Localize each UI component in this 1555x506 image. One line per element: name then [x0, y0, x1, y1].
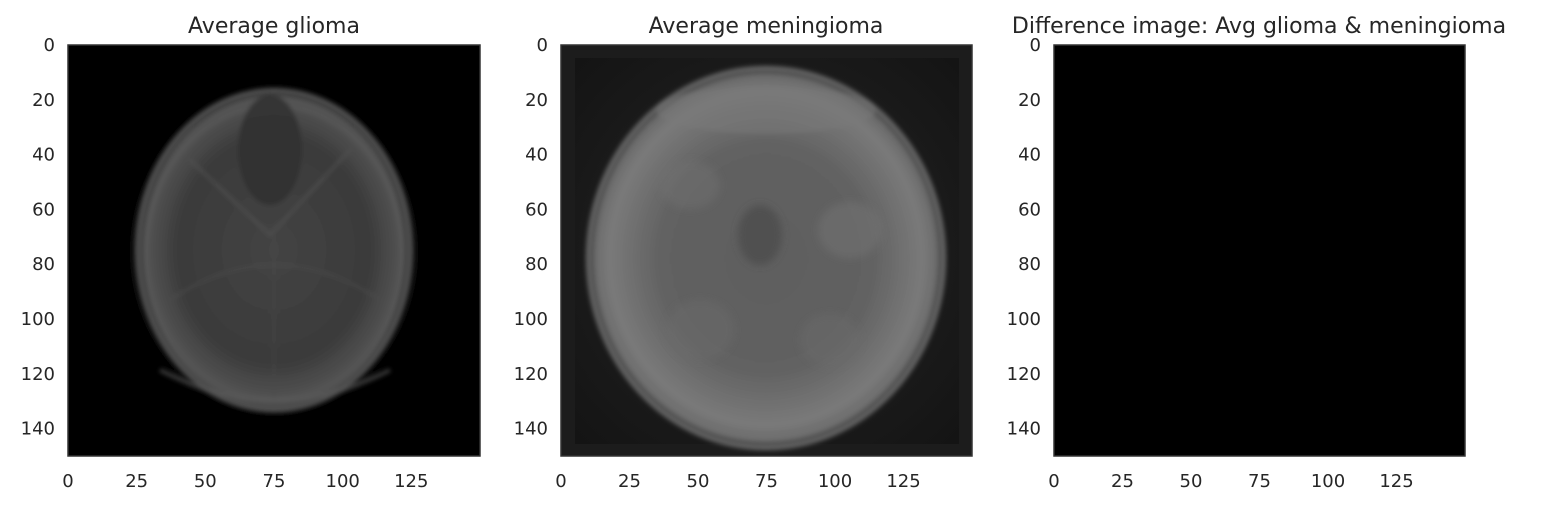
y-tick-label: 40 — [525, 145, 548, 166]
y-tick-label: 20 — [525, 90, 548, 111]
y-tick-label: 140 — [21, 419, 55, 440]
y-tick-label: 100 — [21, 309, 55, 330]
x-tick-label: 100 — [326, 471, 360, 492]
y-tick-label: 20 — [1018, 90, 1041, 111]
y-tick-label: 0 — [537, 35, 548, 56]
y-tick-label: 100 — [1007, 309, 1041, 330]
x-tick-label: 125 — [394, 471, 428, 492]
y-tick-label: 0 — [1030, 35, 1041, 56]
x-tick-label: 25 — [1111, 471, 1134, 492]
y-tick-label: 100 — [514, 309, 548, 330]
axes-frame — [1053, 44, 1466, 457]
y-tick-label: 40 — [32, 145, 55, 166]
x-tick-label: 100 — [818, 471, 852, 492]
x-tick-label: 75 — [755, 471, 778, 492]
x-tick-label: 0 — [62, 471, 73, 492]
y-tick-label: 120 — [514, 364, 548, 385]
y-tick-label: 60 — [32, 199, 55, 220]
y-tick-label: 40 — [1018, 145, 1041, 166]
panel-title: Average meningioma — [649, 14, 884, 39]
y-tick-label: 80 — [32, 254, 55, 275]
meningioma-image — [561, 45, 972, 456]
panel-average-meningioma: Average meningioma — [560, 14, 973, 457]
tick-labels: 0 25 50 75 100 125 0 20 40 60 80 100 120 140 0 25 50 75 10… — [21, 35, 1414, 492]
panel-title: Average glioma — [188, 14, 360, 39]
panel-average-glioma: Average glioma — [67, 14, 481, 457]
x-tick-label: 50 — [687, 471, 710, 492]
y-tick-label: 120 — [1007, 364, 1041, 385]
x-tick-label: 50 — [1180, 471, 1203, 492]
x-tick-label: 75 — [263, 471, 286, 492]
glioma-image — [68, 45, 480, 456]
x-tick-label: 50 — [194, 471, 217, 492]
y-tick-label: 140 — [1007, 419, 1041, 440]
axes-frame — [67, 44, 481, 457]
y-tick-label: 80 — [1018, 254, 1041, 275]
difference-image — [1054, 45, 1465, 456]
y-tick-label: 20 — [32, 90, 55, 111]
x-tick-label: 125 — [1379, 471, 1413, 492]
panel-title: Difference image: Avg glioma & meningiom… — [1012, 14, 1506, 39]
x-tick-label: 25 — [618, 471, 641, 492]
x-tick-label: 0 — [1048, 471, 1059, 492]
x-tick-label: 100 — [1311, 471, 1345, 492]
y-tick-label: 0 — [44, 35, 55, 56]
y-tick-label: 80 — [525, 254, 548, 275]
y-tick-label: 140 — [514, 419, 548, 440]
x-tick-label: 25 — [125, 471, 148, 492]
x-tick-label: 0 — [555, 471, 566, 492]
panel-difference-image: Difference image: Avg glioma & meningiom… — [1012, 14, 1506, 457]
axes-frame — [560, 44, 973, 457]
y-tick-label: 120 — [21, 364, 55, 385]
x-tick-label: 75 — [1248, 471, 1271, 492]
y-tick-label: 60 — [525, 199, 548, 220]
x-tick-label: 125 — [886, 471, 920, 492]
y-tick-label: 60 — [1018, 199, 1041, 220]
